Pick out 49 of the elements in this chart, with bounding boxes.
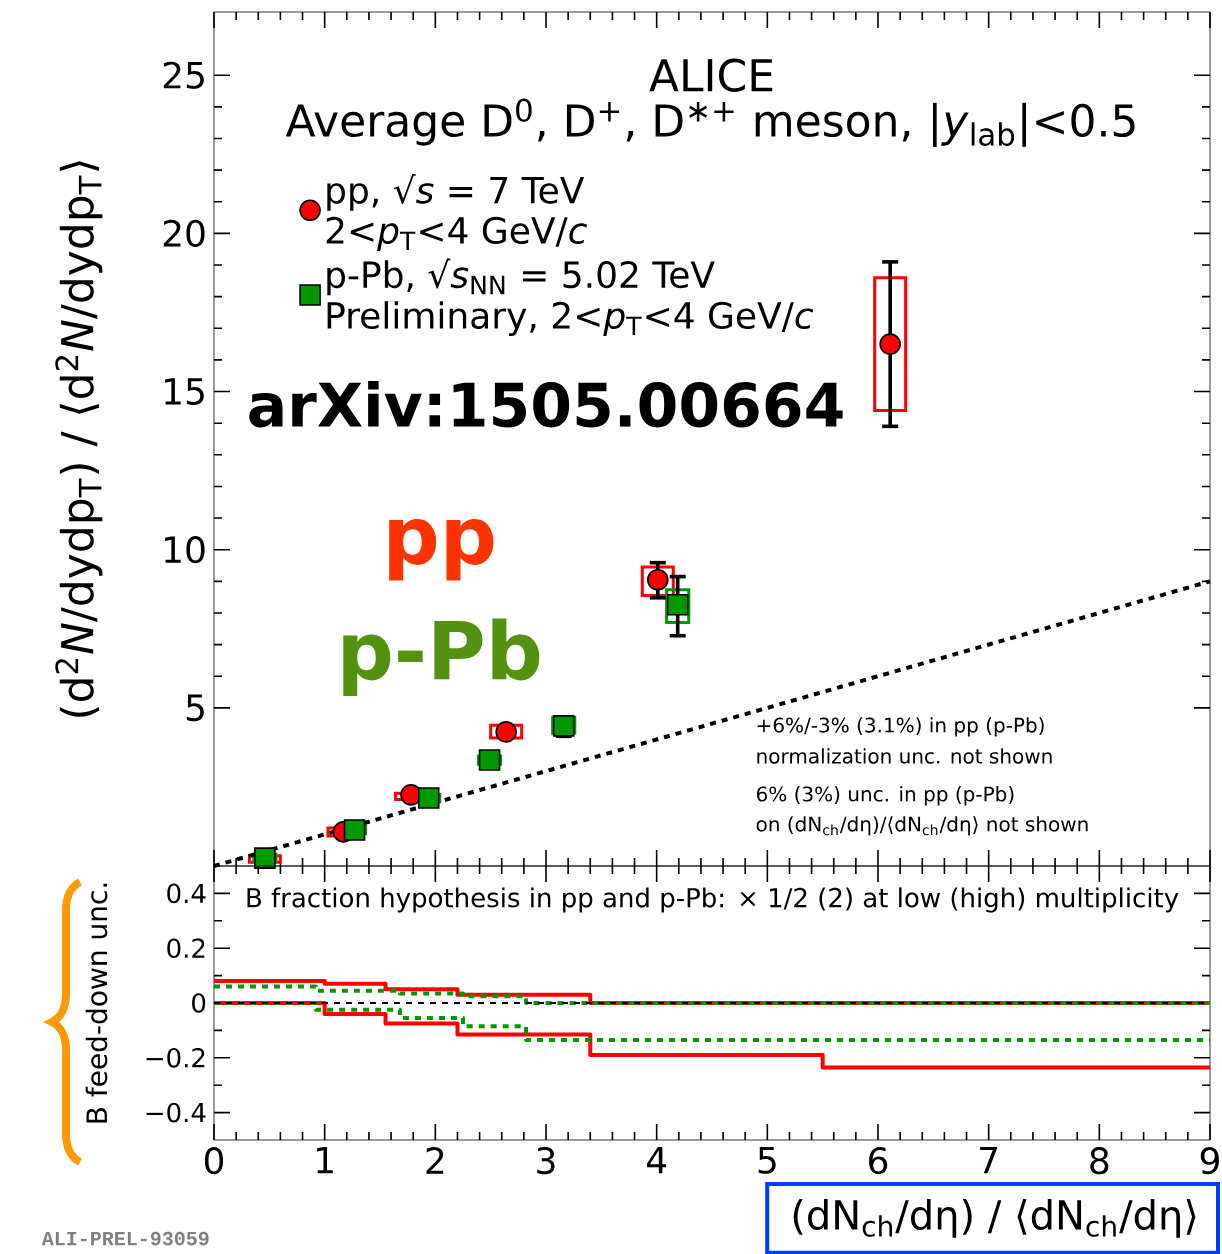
point: [417, 787, 440, 809]
annotation: on (dN$_{ch}$/dη)/⟨dN$_{ch}$/dη⟩ not shown: [756, 816, 1088, 836]
y-tick-label: 10: [165, 536, 205, 564]
y-tick-label: 5: [186, 694, 204, 722]
y-tick-label: −0.2: [146, 1047, 205, 1068]
y-tick-label: 0: [192, 993, 206, 1013]
x-tick-label: 1: [317, 1147, 333, 1174]
x-tick-label: 5: [758, 1147, 776, 1174]
annotation: Preliminary, 2<p$_{T}$<4 GeV/c: [327, 301, 814, 337]
point: [343, 819, 366, 841]
annotation: pp: [389, 518, 494, 581]
y-axis-title: B feed-down unc.: [85, 883, 108, 1123]
y-tick-label: 25: [163, 61, 204, 89]
x-axis-title: (dN$_{ch}$/dη) / ⟨dN$_{ch}$/dη⟩: [793, 1199, 1196, 1238]
bar: [665, 588, 691, 624]
y-tick-label: −0.4: [146, 1102, 206, 1123]
y-tick-label: 20: [163, 219, 205, 248]
x-tick-label: 3: [537, 1147, 555, 1175]
point: [254, 847, 276, 869]
x-tick-label: 8: [1090, 1147, 1109, 1175]
annotation: +6%/-3% (3.1%) in pp (p-Pb): [757, 717, 1044, 737]
annotation: 6% (3%) unc. in pp (p-Pb): [756, 786, 1014, 806]
legend-label: p-Pb, √s$_{NN}$ = 5.02 TeV: [327, 258, 715, 296]
y-tick-label: 0.4: [167, 883, 206, 904]
point: [666, 593, 689, 616]
x-tick-label: 2: [426, 1147, 444, 1174]
annotation: 2<p$_{T}$<4 GeV/c: [326, 216, 587, 252]
annotation: normalization unc. not shown: [757, 748, 1052, 764]
legend-label: pp, √s = 7 TeV: [327, 174, 585, 211]
x-tick-label: 6: [869, 1147, 888, 1175]
bar: [489, 723, 524, 740]
point: [478, 749, 501, 771]
x-tick-label: 7: [980, 1147, 998, 1174]
y-tick-label: 0.2: [167, 938, 205, 959]
text: Average D$^{0}$, D$^{+}$, D$^{∗+}$ meson, |y$_{lab}$|<0.5: [285, 98, 1135, 147]
x-tick-label: 0: [204, 1147, 224, 1175]
text: (d$^{2}$N/dydp$_{T}$) / ⟨d$^{2}$N/dydp$_{T}$⟩: [55, 161, 103, 717]
bar: [873, 276, 908, 413]
annotation: arXiv:1505.00664: [249, 381, 843, 428]
annotation: B fraction hypothesis in pp and p-Pb: × 1/2 (2) at low (high) multiplicity: [247, 887, 1179, 913]
text: ALI-PREL-93059: [41, 1231, 209, 1246]
y-tick-label: 15: [165, 378, 204, 405]
text: ALICE: [649, 58, 773, 92]
x-tick-label: 9: [1200, 1147, 1219, 1175]
point: [646, 568, 669, 591]
point: [495, 721, 517, 743]
x-tick-label: 4: [646, 1147, 667, 1174]
annotation: p-Pb: [343, 618, 540, 696]
point: [879, 333, 901, 355]
